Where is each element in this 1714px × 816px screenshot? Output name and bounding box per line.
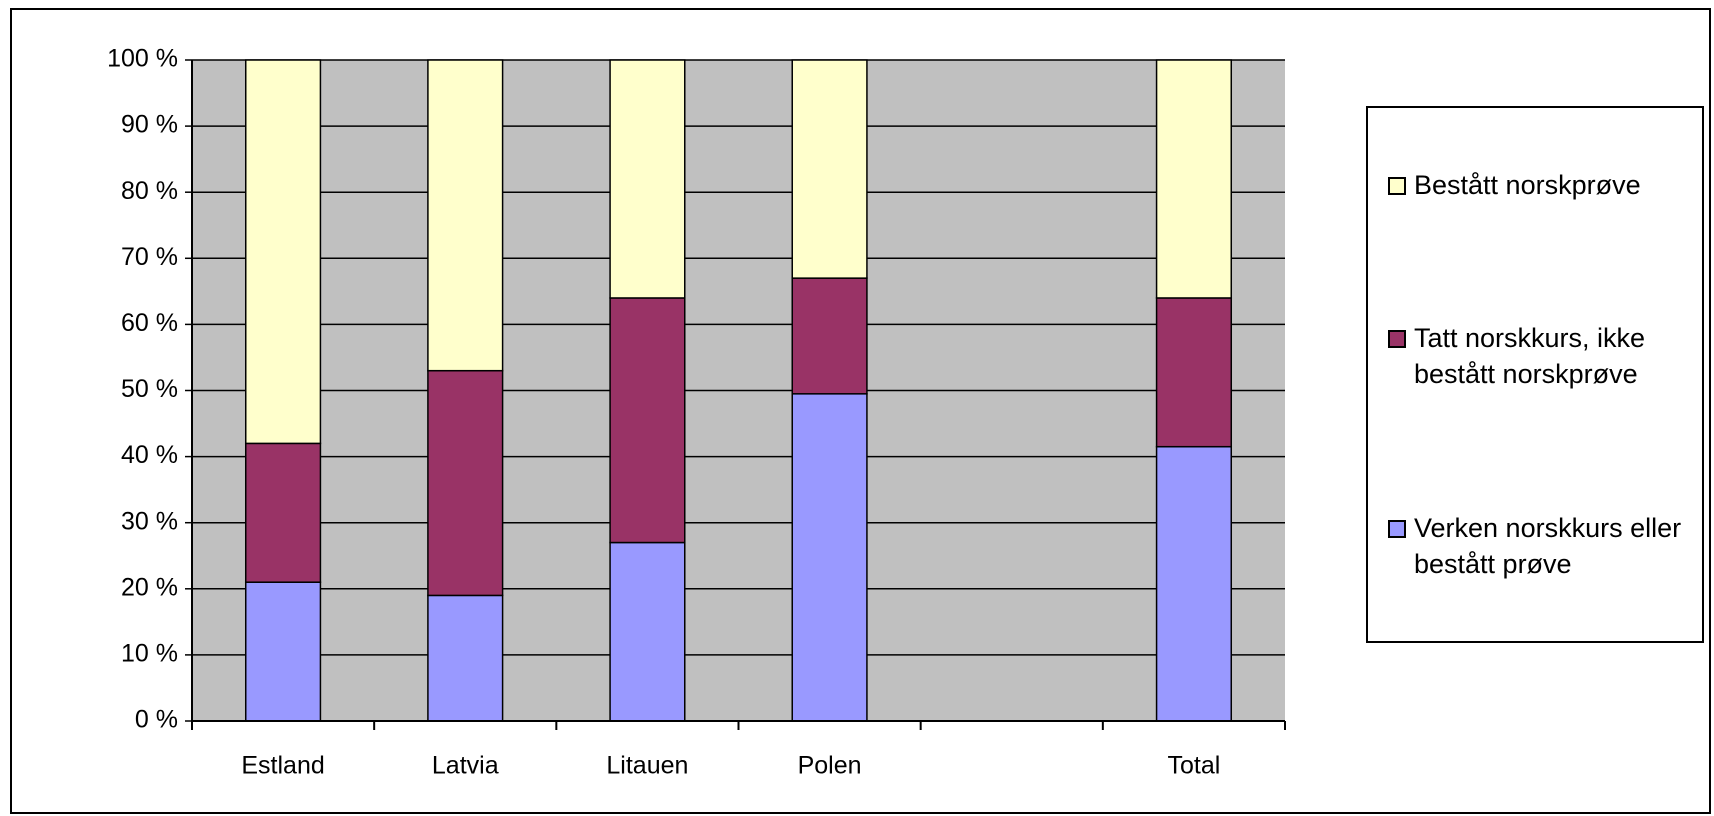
bar-segment — [609, 297, 686, 544]
bar-segment — [244, 59, 322, 445]
y-tick-label: 100 % — [107, 45, 178, 73]
legend-label: Tatt norskkurs, ikke bestått norskprøve — [1414, 323, 1646, 390]
y-tick-label: 10 % — [121, 640, 178, 668]
bar-segment — [791, 393, 868, 722]
y-tick-label: 50 % — [121, 375, 178, 403]
x-tick-label: Estland — [241, 752, 324, 780]
y-tick-label: 80 % — [121, 177, 178, 205]
bar-segment — [609, 541, 686, 722]
legend-item: Tatt norskkurs, ikke bestått norskprøve — [1388, 320, 1696, 392]
bar-segment — [609, 59, 686, 299]
bar-segment — [1155, 445, 1233, 722]
x-tick-label: Litauen — [606, 752, 688, 780]
legend-label: Verken norskkurs eller bestått prøve — [1414, 513, 1682, 580]
bar-segment — [427, 369, 504, 597]
legend: Bestått norskprøve Tatt norskkurs, ikke b… — [1366, 106, 1704, 643]
y-tick-label: 60 % — [121, 309, 178, 337]
legend-swatch — [1388, 176, 1406, 195]
bar-segment — [791, 59, 868, 279]
bar-segment — [427, 594, 504, 722]
y-tick-label: 30 % — [121, 507, 178, 535]
y-tick-label: 40 % — [121, 441, 178, 469]
y-tick-label: 90 % — [121, 111, 178, 139]
bar-segment — [791, 277, 868, 395]
legend-item: Verken norskkurs eller bestått prøve — [1388, 510, 1696, 582]
bar-segment — [244, 581, 322, 722]
bar-segment — [1155, 59, 1233, 299]
legend-swatch — [1388, 330, 1406, 349]
x-tick-label: Total — [1168, 752, 1221, 780]
bar-segment — [427, 59, 504, 372]
legend-label: Bestått norskprøve — [1414, 169, 1641, 200]
y-tick-label: 0 % — [135, 706, 178, 734]
x-tick-label: Latvia — [432, 752, 499, 780]
y-tick-label: 20 % — [121, 573, 178, 601]
bar-segment — [1155, 297, 1233, 448]
x-tick-label: Polen — [798, 752, 862, 780]
y-tick-label: 70 % — [121, 243, 178, 271]
bar-segment — [244, 442, 322, 583]
legend-swatch — [1388, 520, 1406, 539]
legend-item: Bestått norskprøve — [1388, 167, 1696, 203]
